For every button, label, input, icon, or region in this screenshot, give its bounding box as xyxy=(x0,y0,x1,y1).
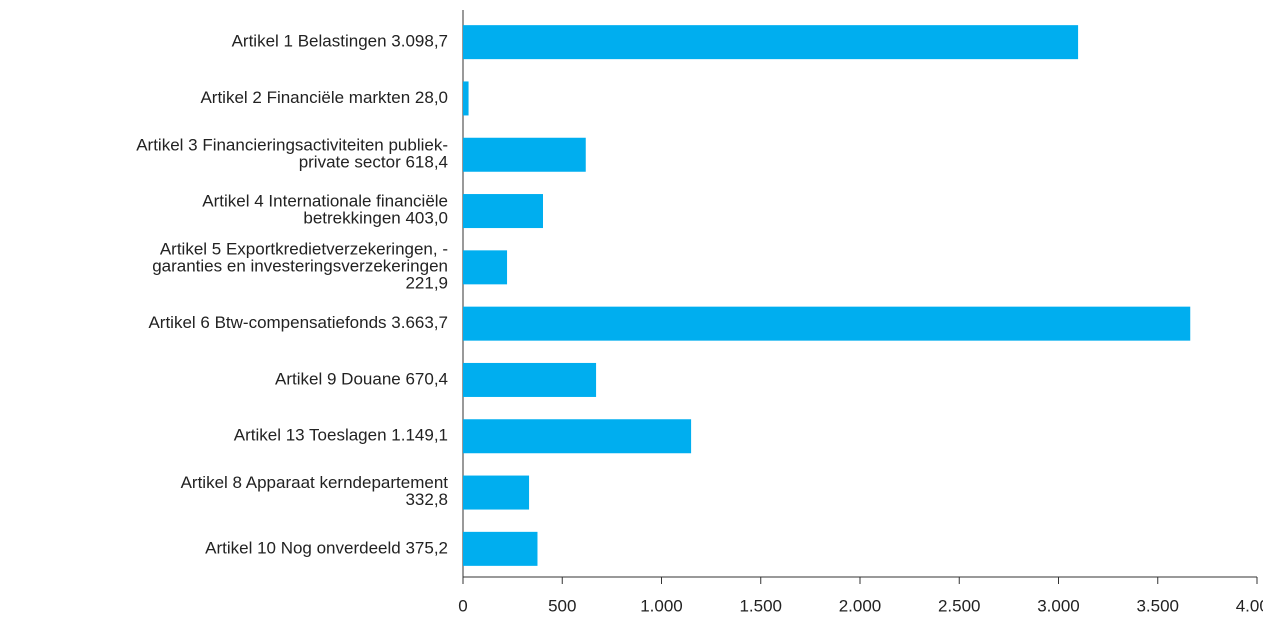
x-tick-label: 2.500 xyxy=(938,596,981,615)
bar xyxy=(463,362,597,397)
x-tick-label: 4.000 xyxy=(1236,596,1263,615)
x-tick-label: 3.000 xyxy=(1037,596,1080,615)
y-tick-label: Artikel 8 Apparaat kerndepartement 332,8 xyxy=(181,474,449,510)
bar xyxy=(463,306,1191,341)
y-tick-label: Artikel 5 Exportkredietverzekeringen, -g… xyxy=(152,240,448,293)
bar xyxy=(463,194,543,229)
bar xyxy=(463,250,508,285)
x-tick-label: 3.500 xyxy=(1136,596,1179,615)
bar xyxy=(463,25,1079,60)
x-tick-label: 0 xyxy=(458,596,467,615)
bar xyxy=(463,475,530,510)
bar xyxy=(463,419,692,454)
bar xyxy=(463,531,538,566)
x-tick-label: 500 xyxy=(548,596,576,615)
y-tick-label: Artikel 6 Btw-compensatiefonds 3.663,7 xyxy=(148,313,448,332)
y-tick-label: Artikel 9 Douane 670,4 xyxy=(275,369,448,388)
x-tick-label: 1.500 xyxy=(739,596,782,615)
y-tick-label: Artikel 13 Toeslagen 1.149,1 xyxy=(234,426,448,445)
x-tick-label: 2.000 xyxy=(839,596,882,615)
y-tick-label: Artikel 4 Internationale financiële betre… xyxy=(202,192,448,228)
x-tick-label: 1.000 xyxy=(640,596,683,615)
y-tick-label: Artikel 10 Nog onverdeeld 375,2 xyxy=(205,538,448,557)
bar xyxy=(463,81,469,116)
y-tick-label: Artikel 3 Financieringsactiviteiten publ… xyxy=(136,136,448,172)
bar xyxy=(463,137,586,172)
y-tick-label: Artikel 2 Financiële markten 28,0 xyxy=(200,88,448,107)
y-tick-label: Artikel 1 Belastingen 3.098,7 xyxy=(232,32,448,51)
